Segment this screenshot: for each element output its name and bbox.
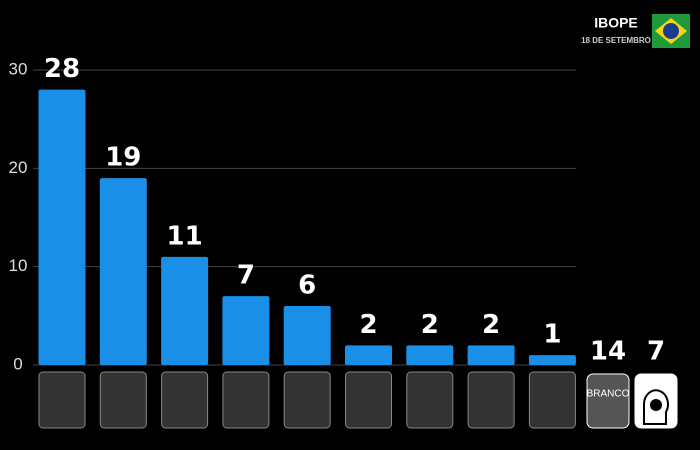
option-label: BRANCO (587, 389, 630, 400)
value-label: 7 (237, 261, 255, 291)
y-tick-label: 20 (9, 158, 28, 177)
value-label: 11 (167, 221, 203, 251)
value-label: 6 (298, 271, 316, 301)
candidate-photo (467, 371, 515, 429)
candidate-photo (345, 371, 392, 429)
chart-subtitle: 18 DE SETEMBRO (581, 36, 651, 45)
value-label: 2 (482, 310, 500, 340)
option-icon (586, 373, 630, 429)
candidate-photo (99, 371, 147, 429)
bar (283, 306, 331, 365)
value-label: 1 (543, 320, 561, 350)
y-tick-label: 10 (9, 256, 28, 275)
candidate-photo (406, 371, 454, 429)
bar (38, 89, 86, 366)
candidate-photo (222, 371, 270, 429)
value-label: 7 (647, 337, 665, 367)
unknown-dot (650, 399, 662, 411)
candidate-photo (38, 371, 86, 429)
bar (222, 296, 270, 365)
value-label: 14 (590, 337, 626, 367)
value-label: 19 (105, 143, 141, 173)
value-label: 2 (359, 310, 377, 340)
value-label: 28 (44, 54, 80, 84)
bar (345, 345, 392, 365)
candidate-photo (161, 371, 209, 429)
candidate-photo (283, 371, 331, 429)
bar (467, 345, 515, 365)
candidate-photo (528, 371, 576, 429)
bar (99, 178, 147, 365)
bar (528, 355, 576, 365)
y-tick-label: 30 (9, 59, 28, 78)
chart-title: IBOPE (594, 15, 638, 31)
bar (161, 256, 209, 365)
flag (652, 14, 690, 48)
value-label: 2 (421, 310, 439, 340)
bar (406, 345, 454, 365)
y-tick-label: 0 (13, 354, 22, 373)
